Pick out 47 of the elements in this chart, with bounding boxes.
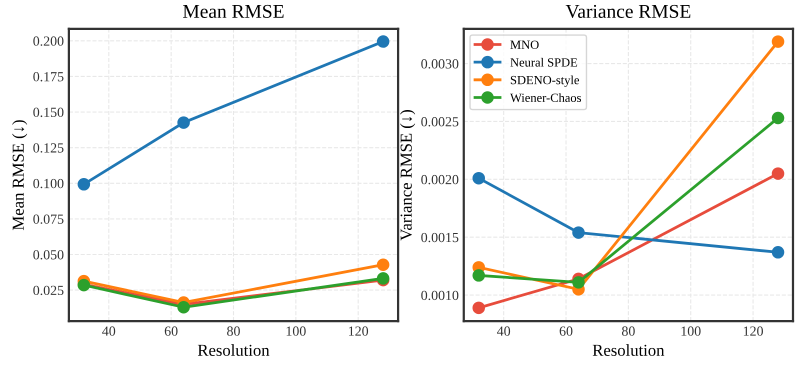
x-tick-label: 60 <box>164 326 178 336</box>
y-tick-label: 0.0010 <box>421 290 458 300</box>
y-tick-label: 0.0015 <box>421 232 458 242</box>
point <box>772 167 784 180</box>
x-axis-title: Resolution <box>592 344 664 356</box>
x-tick-label: 80 <box>622 326 635 336</box>
y-tick-label: 0.175 <box>33 72 64 82</box>
point <box>572 276 585 289</box>
point <box>78 178 90 191</box>
point <box>472 172 485 184</box>
point <box>572 226 585 239</box>
x-tick-label: 120 <box>349 326 368 336</box>
x-tick-label: 100 <box>682 326 701 336</box>
point <box>177 116 190 129</box>
x-tick-label: 120 <box>744 326 763 336</box>
point <box>376 258 390 271</box>
y-tick-label: 0.125 <box>33 143 64 153</box>
y-axis-title: Mean RMSE (↓) <box>12 120 28 230</box>
y-tick-label: 0.0030 <box>421 59 458 69</box>
x-tick-label: 40 <box>497 326 510 336</box>
y-tick-label: 0.100 <box>33 178 64 188</box>
point <box>472 269 485 282</box>
x-tick-label: 60 <box>560 326 572 336</box>
y-tick-label: 0.0025 <box>421 117 458 126</box>
x-tick-label: 80 <box>227 326 240 336</box>
y-tick-label: 0.0020 <box>421 174 458 184</box>
legend-label: SDENO-style <box>510 76 580 87</box>
point <box>772 246 784 259</box>
y-tick-label: 0.075 <box>33 214 64 224</box>
y-tick-label: 0.050 <box>33 250 64 260</box>
point <box>472 302 485 314</box>
y-tick-label: 0.150 <box>33 108 64 118</box>
x-axis-title: Resolution <box>198 344 270 356</box>
legend-label: Neural SPDE <box>510 58 578 67</box>
x-tick-label: 100 <box>286 326 306 336</box>
y-tick-label: 0.200 <box>33 36 64 46</box>
legend-label: Wiener-Chaos <box>510 93 582 102</box>
chart-title: Variance RMSE <box>566 4 690 18</box>
chart-title: Mean RMSE <box>183 4 284 18</box>
x-tick-label: 40 <box>102 326 116 336</box>
legend-label: MNO <box>510 40 539 49</box>
point <box>376 35 390 48</box>
point <box>772 112 784 124</box>
point <box>772 35 784 48</box>
y-axis-title: Variance RMSE (↓) <box>400 110 416 241</box>
y-tick-label: 0.025 <box>33 286 64 296</box>
point <box>177 300 190 314</box>
